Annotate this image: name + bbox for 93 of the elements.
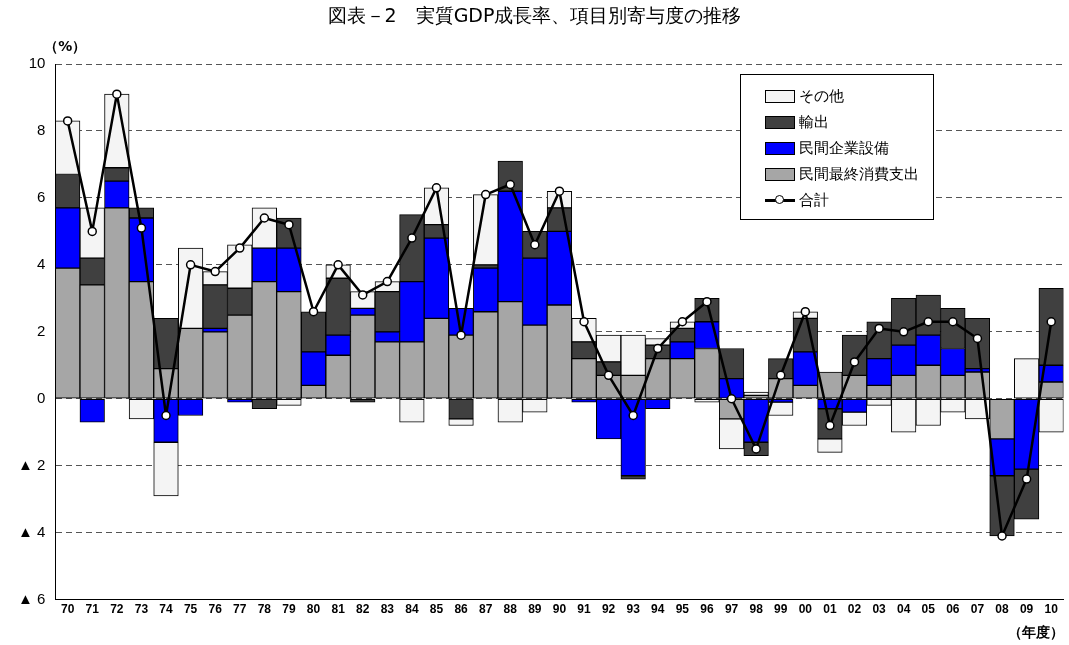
x-tick-label: 04	[896, 602, 911, 617]
point	[997, 531, 1007, 541]
point	[259, 213, 270, 223]
point	[1046, 317, 1056, 327]
point	[407, 233, 417, 243]
point	[431, 183, 442, 193]
point	[554, 186, 565, 196]
point	[210, 266, 220, 277]
x-tick-label: 75	[183, 602, 198, 617]
x-tick-label: 79	[282, 602, 296, 617]
x-tick-label: 94	[651, 602, 665, 617]
legend-label: 輸出	[798, 112, 829, 132]
x-tick-label: 03	[872, 602, 887, 617]
x-tick-label: 71	[85, 602, 100, 617]
point	[898, 327, 909, 337]
x-tick-label: 00	[798, 602, 813, 617]
point	[775, 370, 786, 381]
x-tick-label: 81	[331, 602, 346, 617]
y-tick-label: ▲ 4	[18, 522, 46, 540]
x-tick-label: 93	[626, 602, 641, 617]
x-tick-label: 72	[110, 602, 124, 617]
y-axis-title: （%）	[44, 37, 87, 54]
x-tick-label: 95	[675, 602, 690, 617]
x-tick-label: 87	[478, 602, 493, 617]
y-tick-label: 10	[28, 54, 46, 72]
point	[456, 330, 466, 340]
x-tick-label: 70	[60, 602, 75, 617]
point	[923, 317, 934, 327]
point	[333, 260, 343, 270]
x-axis-title: （年度）	[1007, 623, 1064, 640]
point	[284, 219, 294, 230]
x-tick-label: 88	[503, 602, 518, 617]
x-tick-label: 85	[429, 602, 444, 617]
legend-label: 民間企業設備	[798, 138, 889, 158]
point	[505, 179, 515, 190]
point	[702, 296, 712, 307]
point	[726, 394, 737, 404]
point	[579, 317, 589, 327]
y-tick-label: ▲ 6	[18, 589, 46, 607]
y-tick-label: 4	[37, 254, 46, 272]
chart-title: 図表－2 実質GDP成長率、項目別寄与度の推移	[326, 3, 743, 28]
x-tick-label: 02	[847, 602, 862, 617]
x-tick-label: 90	[552, 602, 567, 617]
x-tick-label: 08	[995, 602, 1010, 617]
x-tick-label: 86	[454, 602, 469, 617]
x-tick-label: 84	[405, 602, 419, 617]
x-tick-label: 91	[577, 602, 592, 617]
x-tick-label: 82	[356, 602, 370, 617]
x-tick-label: 07	[970, 602, 985, 617]
point	[1021, 474, 1032, 484]
point	[87, 226, 97, 237]
x-tick-label: 76	[208, 602, 223, 617]
point	[112, 89, 122, 99]
x-tick-label: 10	[1044, 602, 1059, 617]
x-tick-label: 97	[724, 602, 739, 617]
x-tick-label: 73	[134, 602, 149, 617]
y-tick-label: 2	[37, 321, 46, 339]
point	[972, 333, 983, 344]
x-tick-label: 92	[601, 602, 616, 617]
x-tick-label: 89	[528, 602, 542, 617]
point	[382, 276, 393, 287]
point	[480, 189, 491, 200]
point	[235, 243, 245, 253]
x-tick-label: 98	[749, 602, 764, 617]
x-tick-label: 06	[946, 602, 960, 617]
y-tick-label: ▲ 2	[18, 455, 46, 473]
legend-label: 合計	[798, 190, 829, 210]
x-tick-label: 01	[823, 602, 837, 617]
point	[948, 317, 958, 327]
x-tick-label: 77	[233, 602, 247, 617]
x-tick-label: 78	[257, 602, 272, 617]
point	[185, 260, 196, 270]
point	[849, 357, 860, 367]
legend-label: 民間最終消費支出	[798, 164, 919, 184]
point	[800, 306, 811, 317]
point	[308, 306, 319, 317]
point	[62, 116, 73, 126]
point	[677, 317, 688, 327]
x-tick-label: 74	[159, 602, 173, 617]
x-tick-label: 99	[774, 602, 788, 617]
point	[603, 370, 614, 381]
point	[874, 323, 884, 334]
point	[628, 410, 638, 421]
y-tick-label: 8	[37, 121, 46, 139]
x-tick-label: 09	[1019, 602, 1034, 617]
legend-label: その他	[798, 86, 844, 106]
y-tick-label: 0	[37, 388, 46, 406]
x-tick-label: 05	[921, 602, 936, 617]
x-tick-label: 96	[700, 602, 714, 617]
y-tick-label: 6	[37, 188, 46, 206]
x-tick-label: 83	[380, 602, 395, 617]
x-tick-label: 80	[306, 602, 321, 617]
point	[136, 223, 147, 233]
